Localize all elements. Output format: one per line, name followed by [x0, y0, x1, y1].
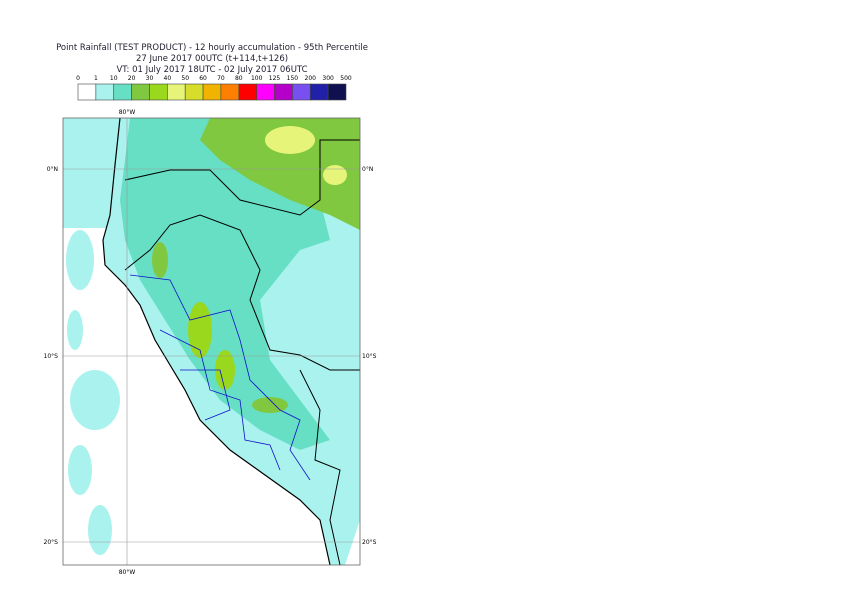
map-frame	[62, 117, 361, 566]
coastline	[102, 118, 331, 565]
lat-label: 0°N	[47, 166, 58, 173]
legend-threshold: 500	[340, 75, 352, 82]
sea-rain	[63, 118, 123, 555]
rain-20	[152, 242, 168, 278]
legend-swatch	[131, 83, 150, 101]
legend-threshold: 70	[217, 75, 225, 82]
country-border	[124, 214, 360, 371]
legend-threshold: 80	[235, 75, 243, 82]
title: Point Rainfall (TEST PRODUCT) - 12 hourl…	[56, 43, 368, 53]
rain-40	[265, 126, 315, 154]
legend-swatch	[256, 83, 275, 101]
valid-time: VT: 01 July 2017 18UTC - 02 July 2017 06…	[116, 65, 307, 75]
lat-label: 0°N	[362, 166, 373, 173]
rain-30	[215, 350, 235, 390]
legend-swatch	[292, 83, 311, 101]
legend-threshold: 40	[164, 75, 172, 82]
region-border	[180, 369, 231, 421]
country-border	[299, 369, 341, 565]
legend-threshold: 50	[181, 75, 189, 82]
rain-20	[252, 397, 288, 413]
graticule	[63, 118, 360, 565]
lat-label: 10°S	[44, 353, 59, 360]
region-border	[129, 274, 311, 481]
legend-swatch	[309, 83, 329, 101]
map: 80°W 80°W 0°N 0°N 10°S 10°S 20°S 20°S	[44, 109, 377, 576]
legend-threshold: 125	[269, 75, 281, 82]
lat-label: 10°S	[362, 353, 377, 360]
legend-threshold: 0	[76, 75, 80, 82]
legend-swatch	[274, 83, 293, 101]
region-border	[159, 329, 281, 471]
legend-threshold: 20	[128, 75, 136, 82]
legend-threshold: 300	[322, 75, 334, 82]
legend-swatch	[113, 83, 132, 101]
legend-threshold: 150	[287, 75, 299, 82]
legend-threshold: 30	[146, 75, 154, 82]
legend: 0 1 10 20 30 40 50 60 70 80 100 125 150 200 300 500	[76, 75, 352, 101]
legend-threshold: 60	[199, 75, 207, 82]
legend-swatch	[238, 83, 257, 101]
lat-label: 20°S	[362, 539, 377, 546]
legend-threshold: 100	[251, 75, 263, 82]
country-border	[124, 139, 360, 216]
lat-label: 20°S	[44, 539, 59, 546]
subtitle: 27 June 2017 00UTC (t+114,t+126)	[136, 54, 288, 64]
legend-swatch	[327, 83, 347, 101]
legend-swatch	[202, 83, 222, 101]
legend-threshold: 10	[110, 75, 118, 82]
legend-swatch	[95, 83, 115, 101]
legend-threshold: 200	[305, 75, 317, 82]
legend-swatch	[149, 83, 168, 101]
lon-label: 80°W	[119, 109, 136, 116]
rain-40	[323, 165, 347, 185]
legend-swatch	[220, 83, 240, 101]
legend-swatch	[77, 83, 97, 101]
legend-swatch	[184, 83, 204, 101]
rain-10	[120, 118, 330, 450]
lon-label: 80°W	[119, 569, 136, 576]
legend-swatch	[167, 83, 186, 101]
legend-threshold: 1	[94, 75, 98, 82]
